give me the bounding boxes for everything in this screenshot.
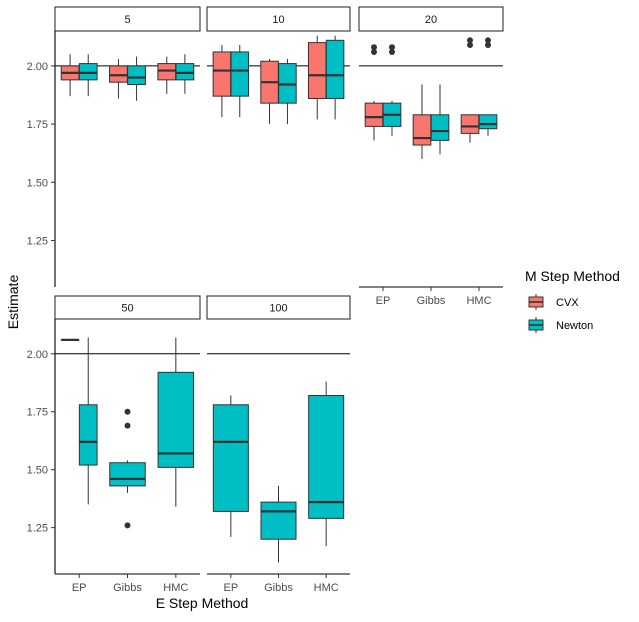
box-body-10-HMC-Newton (326, 40, 344, 98)
box-50-HMC-Newton (158, 338, 194, 507)
panel-strip-label-100: 100 (269, 303, 287, 315)
legend-label-cvx: CVX (556, 297, 579, 309)
outlier-20-EP-CVX-1 (371, 44, 377, 50)
box-5-Gibbs-Newton (128, 57, 146, 101)
panel-5: 5 1.25 1.50 1.75 2.00 (27, 7, 200, 287)
panel-50: 50 1.25 1.50 1.75 2.00 EP Gibbs HMC (27, 296, 200, 594)
panel-strip-label-10: 10 (272, 14, 284, 26)
x-tick-label-50-HMC: HMC (163, 582, 188, 594)
box-20-HMC-CVX (461, 37, 479, 142)
box-body-50-EP-Newton (79, 405, 97, 465)
box-5-HMC-Newton (176, 54, 194, 94)
x-tick-label-20-EP: EP (376, 295, 391, 307)
box-20-Gibbs-CVX (413, 85, 431, 159)
outlier-20-HMC-Newton-1 (485, 37, 491, 43)
box-body-100-EP-Newton (213, 405, 248, 512)
x-tick-label-20-HMC: HMC (466, 295, 491, 307)
panel-strip-label-50: 50 (121, 303, 133, 315)
box-10-HMC-Newton (326, 36, 344, 120)
box-body-10-EP-CVX (213, 52, 231, 96)
outlier-50-Gibbs-Newton-2 (125, 409, 131, 415)
panel-20: 20 EP Gibbs HMC (359, 7, 503, 307)
box-100-Gibbs-Newton (261, 486, 296, 563)
box-5-Gibbs-CVX (110, 59, 128, 99)
box-body-5-HMC-CVX (158, 64, 176, 80)
box-20-Gibbs-Newton (431, 85, 449, 155)
box-body-10-EP-Newton (231, 52, 249, 96)
x-tick-label-20-Gibbs: Gibbs (417, 295, 446, 307)
panel-strip-label-5: 5 (124, 14, 130, 26)
x-axis-title: E Step Method (156, 595, 249, 611)
outlier-20-EP-Newton-1 (389, 44, 395, 50)
y-tick-label-50-3: 2.00 (27, 349, 48, 361)
legend-label-newton: Newton (556, 320, 593, 332)
x-tick-label-100-Gibbs: Gibbs (264, 582, 293, 594)
y-tick-label-5-2: 1.75 (27, 119, 48, 131)
y-tick-label-50-1: 1.50 (27, 465, 48, 477)
legend-key-cvx (529, 294, 543, 310)
box-10-Gibbs-Newton (279, 59, 297, 124)
y-tick-label-50-2: 1.75 (27, 407, 48, 419)
outlier-20-HMC-CVX-1 (467, 37, 473, 43)
legend: M Step Method CVX Newton (525, 268, 620, 333)
outlier-50-Gibbs-Newton-0 (125, 522, 131, 528)
panel-100: 100 EP Gibbs HMC (207, 296, 350, 594)
box-body-20-EP-CVX (365, 103, 383, 126)
box-5-HMC-CVX (158, 57, 176, 94)
box-10-EP-CVX (213, 45, 231, 117)
box-10-EP-Newton (231, 45, 249, 117)
box-5-EP-CVX (61, 54, 79, 96)
box-20-EP-Newton (383, 44, 401, 135)
box-body-20-Gibbs-Newton (431, 115, 449, 141)
box-body-5-EP-Newton (79, 64, 97, 80)
legend-title: M Step Method (525, 268, 620, 284)
box-body-5-Gibbs-CVX (110, 66, 128, 82)
box-10-HMC-CVX (308, 36, 326, 120)
box-50-Gibbs-Newton (110, 409, 146, 529)
box-50-EP-Newton (79, 338, 97, 505)
box-body-20-HMC-CVX (461, 115, 479, 134)
box-5-EP-Newton (79, 54, 97, 96)
y-tick-label-5-1: 1.50 (27, 177, 48, 189)
legend-key-newton (529, 317, 543, 333)
y-tick-label-5-0: 1.25 (27, 235, 48, 247)
box-100-EP-Newton (213, 396, 248, 537)
x-tick-label-100-EP: EP (223, 582, 238, 594)
box-body-10-Gibbs-Newton (279, 64, 297, 104)
box-10-Gibbs-CVX (261, 59, 279, 124)
panel-10: 10 (207, 7, 350, 124)
box-body-100-HMC-Newton (309, 396, 344, 519)
box-body-5-Gibbs-Newton (128, 66, 146, 85)
box-body-20-HMC-Newton (479, 115, 497, 129)
y-axis-title: Estimate (5, 275, 21, 330)
box-20-HMC-Newton (479, 37, 497, 135)
x-tick-label-100-HMC: HMC (314, 582, 339, 594)
panel-strip-label-20: 20 (425, 14, 437, 26)
panels-layer: 5 1.25 1.50 1.75 2.00 10 20 EP Gibbs HMC 50 1.25 1.5… (27, 7, 503, 594)
x-tick-label-50-EP: EP (72, 582, 87, 594)
box-body-100-Gibbs-Newton (261, 502, 296, 539)
box-body-10-HMC-CVX (308, 43, 326, 99)
box-body-20-Gibbs-CVX (413, 115, 431, 145)
box-20-EP-CVX (365, 44, 383, 140)
y-tick-label-50-0: 1.25 (27, 523, 48, 535)
outlier-50-Gibbs-Newton-1 (125, 423, 131, 429)
x-tick-label-50-Gibbs: Gibbs (113, 582, 142, 594)
box-body-50-Gibbs-Newton (110, 463, 146, 486)
box-100-HMC-Newton (309, 382, 344, 547)
y-tick-label-5-3: 2.00 (27, 61, 48, 73)
box-body-5-HMC-Newton (176, 64, 194, 80)
